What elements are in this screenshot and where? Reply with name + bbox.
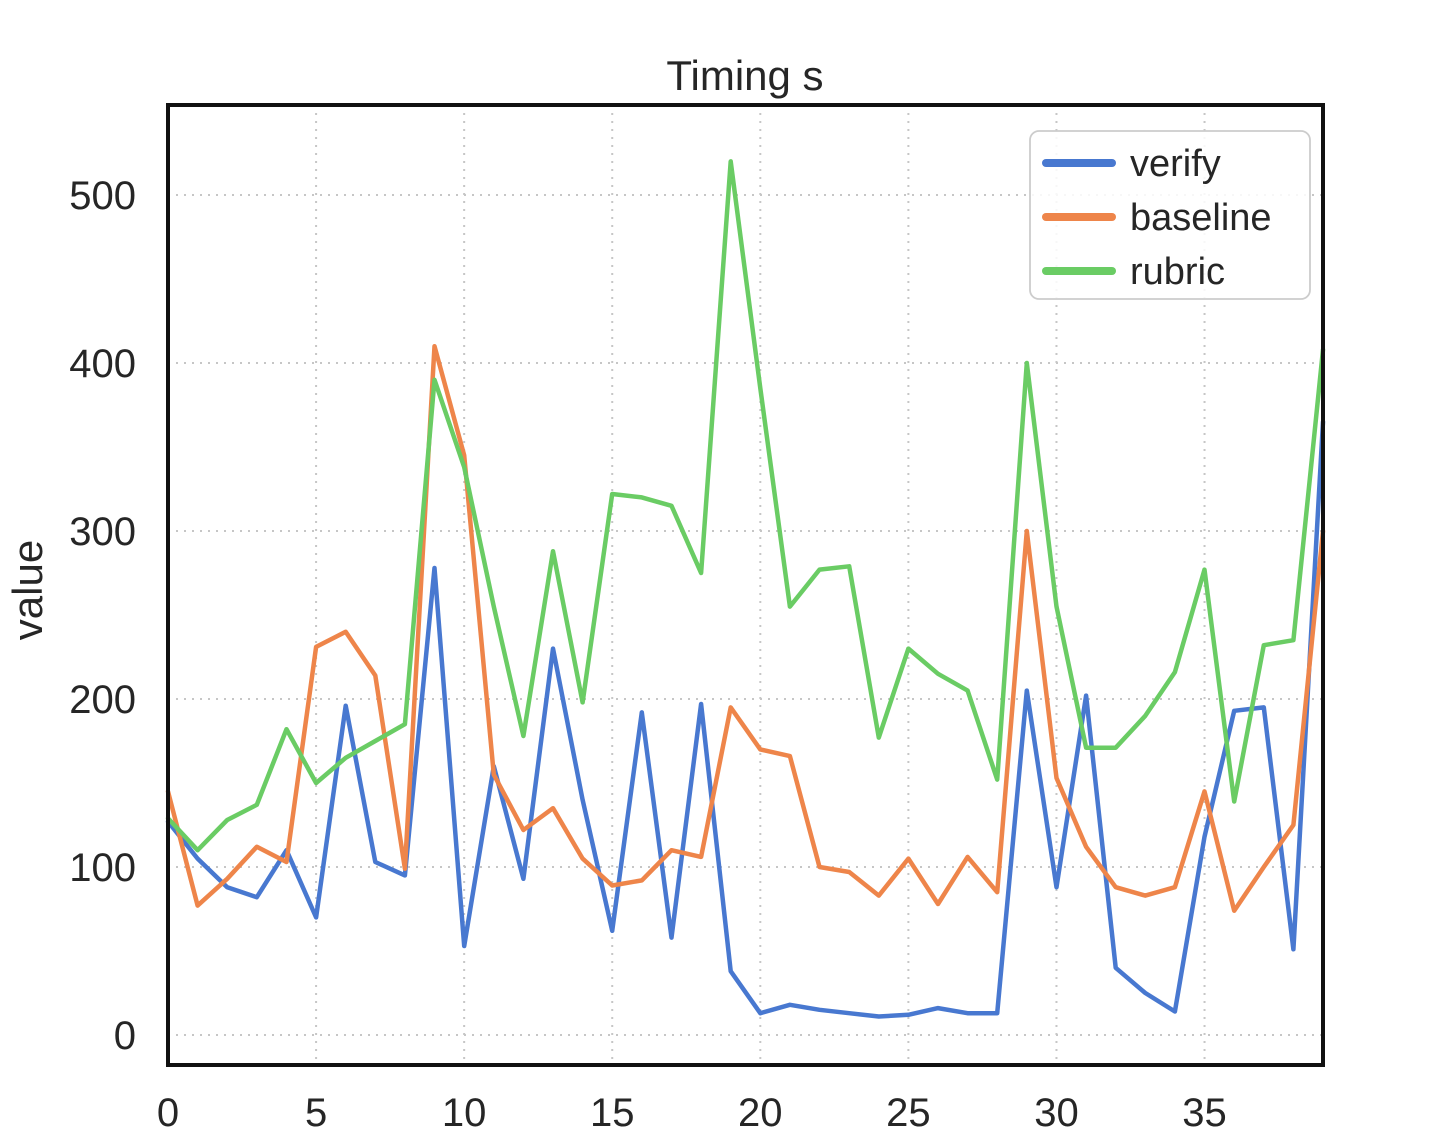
- chart-title: Timing s: [666, 52, 823, 99]
- y-tick-label-300: 300: [69, 510, 136, 554]
- tick-layer: 0 5 10 15 20 25 30 35 0 100 200 300 400 500: [69, 174, 1227, 1135]
- grid-layer: [167, 105, 1323, 1065]
- y-tick-label-100: 100: [69, 846, 136, 890]
- legend: verify baseline rubric: [1029, 130, 1311, 300]
- x-tick-label-30: 30: [1034, 1091, 1079, 1135]
- y-tick-label-200: 200: [69, 678, 136, 722]
- x-tick-label-5: 5: [305, 1091, 327, 1135]
- series-line-verify: [165, 419, 1326, 1019]
- y-axis-label: value: [4, 540, 51, 640]
- legend-label-rubric: rubric: [1130, 251, 1225, 293]
- legend-label-verify: verify: [1130, 143, 1221, 185]
- x-tick-label-15: 15: [590, 1091, 635, 1135]
- series-layer: [165, 159, 1326, 1019]
- x-tick-label-10: 10: [442, 1091, 487, 1135]
- x-tick-label-25: 25: [886, 1091, 931, 1135]
- legend-label-baseline: baseline: [1130, 197, 1272, 239]
- x-tick-label-35: 35: [1182, 1091, 1227, 1135]
- x-tick-label-20: 20: [738, 1091, 783, 1135]
- y-tick-label-0: 0: [114, 1014, 136, 1058]
- series-line-baseline: [165, 343, 1326, 913]
- legend-box: [1029, 130, 1311, 300]
- series-line-rubric: [165, 159, 1326, 853]
- plot-frame: [166, 103, 1325, 1067]
- y-tick-label-400: 400: [69, 342, 136, 386]
- x-tick-label-0: 0: [157, 1091, 179, 1135]
- y-tick-label-500: 500: [69, 174, 136, 218]
